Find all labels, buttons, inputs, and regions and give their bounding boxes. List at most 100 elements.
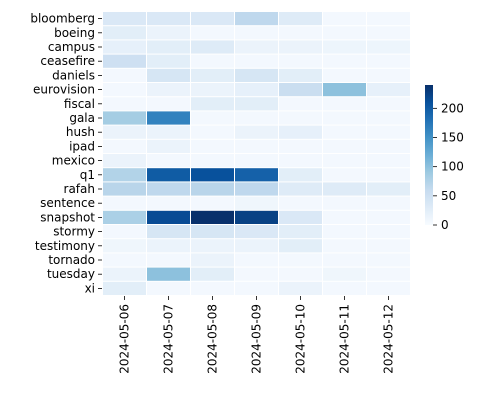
heatmap-cell [323, 12, 366, 26]
heatmap-cell [367, 12, 410, 26]
heatmap-cell [103, 239, 146, 253]
heatmap-cell [147, 139, 190, 153]
heatmap-cell [147, 68, 190, 82]
heatmap-cell [235, 196, 278, 210]
heatmap-cell [103, 54, 146, 68]
heatmap-cell [279, 225, 322, 239]
heatmap-cell [191, 154, 234, 168]
heatmap-cell [367, 139, 410, 153]
heatmap-cell [103, 111, 146, 125]
heatmap-cell [367, 182, 410, 196]
heatmap-cell [191, 196, 234, 210]
heatmap-cell [235, 111, 278, 125]
heatmap-cell [103, 97, 146, 111]
heatmap-cell [367, 68, 410, 82]
y-tick-label: ipad [69, 139, 95, 153]
heatmap-cell [367, 40, 410, 54]
colorbar-gradient [425, 85, 433, 225]
heatmap-cell [279, 125, 322, 139]
heatmap-cell [191, 68, 234, 82]
colorbar-tick-label: 200 [441, 101, 464, 115]
heatmap-cell [323, 196, 366, 210]
heatmap-cell [323, 68, 366, 82]
heatmap-cell [191, 97, 234, 111]
heatmap-cell [235, 54, 278, 68]
heatmap-cell [367, 26, 410, 40]
heatmap-cell [147, 83, 190, 97]
heatmap-cell [103, 125, 146, 139]
heatmap-cell [147, 111, 190, 125]
heatmap-cell [191, 111, 234, 125]
y-tick-label: campus [48, 40, 95, 54]
colorbar: 0 50 100 150 200 [425, 85, 464, 232]
heatmap-cell [103, 139, 146, 153]
heatmap-cell [191, 182, 234, 196]
heatmap-cell [103, 168, 146, 182]
heatmap-cell [367, 125, 410, 139]
heatmap-cell [191, 12, 234, 26]
heatmap-cell [279, 253, 322, 267]
heatmap-cell [367, 97, 410, 111]
heatmap-cell [279, 168, 322, 182]
heatmap-cell [147, 26, 190, 40]
heatmap-cell [103, 267, 146, 281]
heatmap-cell [279, 12, 322, 26]
colorbar-tick-label: 100 [441, 160, 464, 174]
heatmap-cell [323, 139, 366, 153]
heatmap-cell [191, 54, 234, 68]
y-tick-label: ceasefire [40, 54, 95, 68]
heatmap-cell [235, 12, 278, 26]
y-tick-label: q1 [80, 168, 95, 182]
x-tick-label: 2024-05-10 [294, 304, 308, 374]
x-tick-labels: 2024-05-06 2024-05-07 2024-05-08 2024-05-09… [118, 296, 396, 374]
heatmap-cell [323, 210, 366, 224]
heatmap-cell [323, 239, 366, 253]
heatmap-cell [323, 97, 366, 111]
y-tick-label: tornado [48, 253, 95, 267]
heatmap-cell [367, 253, 410, 267]
heatmap-cell [235, 97, 278, 111]
heatmap-cell [279, 139, 322, 153]
heatmap-cell [147, 97, 190, 111]
heatmap-cell [147, 12, 190, 26]
heatmap-cell [279, 154, 322, 168]
heatmap-cell [235, 239, 278, 253]
heatmap-cell [235, 83, 278, 97]
heatmap-cell [103, 68, 146, 82]
y-tick-label: hush [66, 125, 95, 139]
heatmap-cell [103, 253, 146, 267]
colorbar-tick-label: 150 [441, 131, 464, 145]
heatmap-cell [367, 54, 410, 68]
heatmap-cell [103, 40, 146, 54]
heatmap-cell [367, 267, 410, 281]
heatmap-cell [279, 267, 322, 281]
heatmap-cell [103, 281, 146, 295]
heatmap-cell [191, 253, 234, 267]
heatmap-cell [279, 54, 322, 68]
heatmap-cell [191, 210, 234, 224]
heatmap-cell [279, 26, 322, 40]
heatmap-cell [103, 196, 146, 210]
heatmap-cell [147, 54, 190, 68]
heatmap-cell [367, 196, 410, 210]
heatmap-cell [147, 267, 190, 281]
x-tick-label: 2024-05-09 [250, 304, 264, 374]
heatmap-cell [147, 125, 190, 139]
heatmap-cell [235, 168, 278, 182]
heatmap-cell [103, 12, 146, 26]
heatmap-cell [191, 281, 234, 295]
heatmap-cell [235, 154, 278, 168]
heatmap-cell [279, 83, 322, 97]
y-tick-label: stormy [53, 225, 95, 239]
heatmap-cell [191, 239, 234, 253]
heatmap-cell [279, 111, 322, 125]
heatmap-cell [323, 125, 366, 139]
heatmap-cell [279, 40, 322, 54]
heatmap-cell [323, 182, 366, 196]
y-tick-label: mexico [52, 154, 95, 168]
heatmap-cell [235, 40, 278, 54]
heatmap-cell [147, 210, 190, 224]
heatmap-cell [103, 26, 146, 40]
heatmap-cell [367, 210, 410, 224]
